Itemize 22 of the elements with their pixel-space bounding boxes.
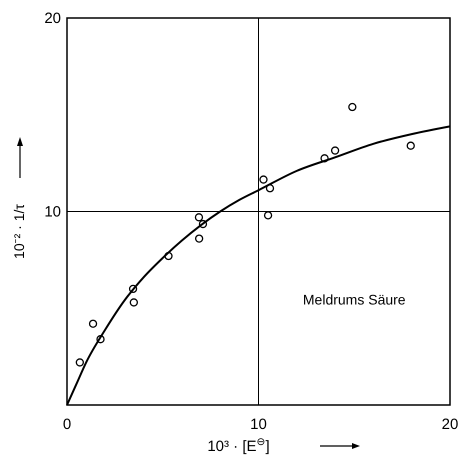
point	[96, 335, 105, 344]
point	[406, 142, 415, 150]
point	[88, 320, 98, 328]
point	[128, 284, 138, 294]
annotation: Meldrums Säure	[302, 291, 406, 308]
point	[264, 211, 272, 220]
x-tick-label: 10	[250, 416, 267, 433]
x-axis-title: 10³ · [E$^{⊖}$]	[207, 436, 270, 455]
point	[194, 213, 204, 222]
point	[266, 184, 274, 192]
point	[330, 146, 340, 155]
point	[198, 220, 208, 228]
y-axis-title: 10⁻² · 1/τ	[11, 204, 27, 259]
point	[164, 252, 173, 260]
point	[76, 358, 84, 367]
point	[348, 102, 356, 112]
point	[259, 175, 268, 184]
point	[194, 234, 204, 243]
x-tick-label: 0	[62, 416, 72, 433]
x-tick-label: 20	[442, 416, 458, 433]
point	[320, 154, 329, 162]
point	[130, 298, 138, 307]
